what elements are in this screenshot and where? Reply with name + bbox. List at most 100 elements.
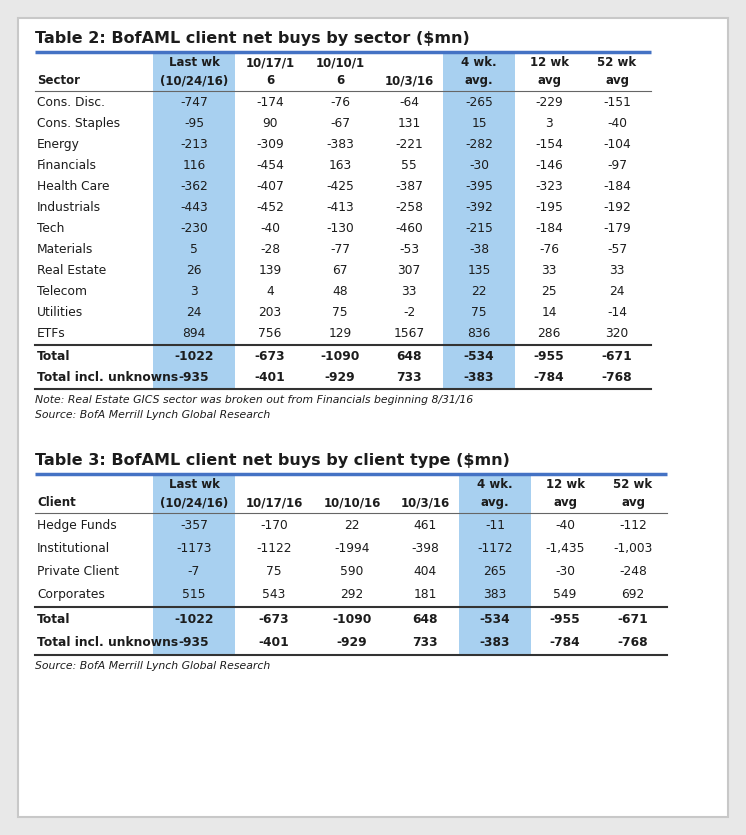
- FancyBboxPatch shape: [18, 18, 728, 817]
- Text: -383: -383: [480, 636, 510, 649]
- Text: 894: 894: [182, 327, 206, 340]
- Text: 14: 14: [542, 306, 557, 319]
- Text: 67: 67: [332, 264, 348, 277]
- Text: -362: -362: [180, 180, 208, 193]
- Text: Total: Total: [37, 350, 71, 363]
- Bar: [153, 346, 235, 367]
- Text: -195: -195: [535, 201, 563, 214]
- Text: -673: -673: [254, 350, 285, 363]
- Text: 307: 307: [398, 264, 421, 277]
- Text: -7: -7: [188, 565, 200, 578]
- Text: 692: 692: [621, 588, 645, 601]
- Bar: [443, 155, 515, 176]
- Text: Industrials: Industrials: [37, 201, 101, 214]
- Text: 139: 139: [258, 264, 282, 277]
- Text: -77: -77: [330, 243, 350, 256]
- Bar: [153, 54, 235, 91]
- Text: -174: -174: [256, 96, 284, 109]
- Bar: [459, 537, 531, 560]
- Text: 10/17/1: 10/17/1: [245, 56, 295, 69]
- Bar: [443, 239, 515, 260]
- Text: 75: 75: [471, 306, 487, 319]
- Text: -184: -184: [603, 180, 631, 193]
- Text: -130: -130: [326, 222, 354, 235]
- Text: avg.: avg.: [480, 496, 510, 509]
- Text: -1172: -1172: [477, 542, 513, 555]
- Text: Tech: Tech: [37, 222, 64, 235]
- Text: -40: -40: [607, 117, 627, 130]
- Text: 733: 733: [396, 371, 421, 384]
- Text: 26: 26: [186, 264, 201, 277]
- Text: (10/24/16): (10/24/16): [160, 74, 228, 87]
- Text: -768: -768: [602, 371, 633, 384]
- Text: 648: 648: [413, 613, 438, 626]
- Text: Table 2: BofAML client net buys by sector ($mn): Table 2: BofAML client net buys by secto…: [35, 31, 470, 46]
- Text: 22: 22: [471, 285, 486, 298]
- Text: 515: 515: [182, 588, 206, 601]
- Bar: [153, 197, 235, 218]
- Text: Financials: Financials: [37, 159, 97, 172]
- Text: -282: -282: [465, 138, 493, 151]
- Text: -454: -454: [256, 159, 284, 172]
- Bar: [443, 323, 515, 344]
- Text: -1022: -1022: [175, 350, 214, 363]
- Text: -184: -184: [535, 222, 563, 235]
- Text: -392: -392: [465, 201, 493, 214]
- Text: Source: BofA Merrill Lynch Global Research: Source: BofA Merrill Lynch Global Resear…: [35, 410, 270, 420]
- Text: Health Care: Health Care: [37, 180, 110, 193]
- Text: Telecom: Telecom: [37, 285, 87, 298]
- Text: -935: -935: [179, 636, 210, 649]
- Text: avg.: avg.: [465, 74, 493, 87]
- Text: 181: 181: [413, 588, 436, 601]
- Text: 90: 90: [263, 117, 278, 130]
- Bar: [459, 583, 531, 606]
- Text: -11: -11: [485, 519, 505, 532]
- Text: 5: 5: [190, 243, 198, 256]
- Bar: [153, 239, 235, 260]
- Text: -395: -395: [465, 180, 493, 193]
- Text: 10/3/16: 10/3/16: [384, 74, 433, 87]
- Text: -323: -323: [535, 180, 563, 193]
- Text: -248: -248: [619, 565, 647, 578]
- Text: -425: -425: [326, 180, 354, 193]
- Text: -40: -40: [260, 222, 280, 235]
- Bar: [459, 560, 531, 583]
- Text: -104: -104: [603, 138, 631, 151]
- Bar: [153, 608, 235, 631]
- Text: -955: -955: [550, 613, 580, 626]
- Text: -64: -64: [399, 96, 419, 109]
- Text: Utilities: Utilities: [37, 306, 84, 319]
- Text: 33: 33: [401, 285, 417, 298]
- Text: Sector: Sector: [37, 74, 80, 87]
- Text: 12 wk: 12 wk: [545, 478, 585, 491]
- Text: -1173: -1173: [176, 542, 212, 555]
- Text: -76: -76: [539, 243, 559, 256]
- Text: -192: -192: [603, 201, 631, 214]
- Text: -2: -2: [403, 306, 415, 319]
- Text: Corporates: Corporates: [37, 588, 105, 601]
- Text: -784: -784: [533, 371, 564, 384]
- Text: ETFs: ETFs: [37, 327, 66, 340]
- Text: 22: 22: [344, 519, 360, 532]
- Text: -1994: -1994: [334, 542, 370, 555]
- Text: 292: 292: [340, 588, 363, 601]
- Text: 756: 756: [258, 327, 282, 340]
- Text: 24: 24: [609, 285, 624, 298]
- Bar: [153, 155, 235, 176]
- Text: Last wk: Last wk: [169, 478, 219, 491]
- Text: -258: -258: [395, 201, 423, 214]
- Text: -30: -30: [469, 159, 489, 172]
- Text: -452: -452: [256, 201, 284, 214]
- Text: 33: 33: [609, 264, 624, 277]
- Text: -401: -401: [254, 371, 286, 384]
- Text: -230: -230: [180, 222, 208, 235]
- Text: Table 3: BofAML client net buys by client type ($mn): Table 3: BofAML client net buys by clien…: [35, 453, 510, 468]
- Text: -671: -671: [601, 350, 633, 363]
- Text: 6: 6: [336, 74, 344, 87]
- Text: 6: 6: [266, 74, 274, 87]
- Text: 733: 733: [413, 636, 438, 649]
- Text: 543: 543: [263, 588, 286, 601]
- Text: 4 wk.: 4 wk.: [461, 56, 497, 69]
- Text: 129: 129: [328, 327, 351, 340]
- Text: -401: -401: [259, 636, 289, 649]
